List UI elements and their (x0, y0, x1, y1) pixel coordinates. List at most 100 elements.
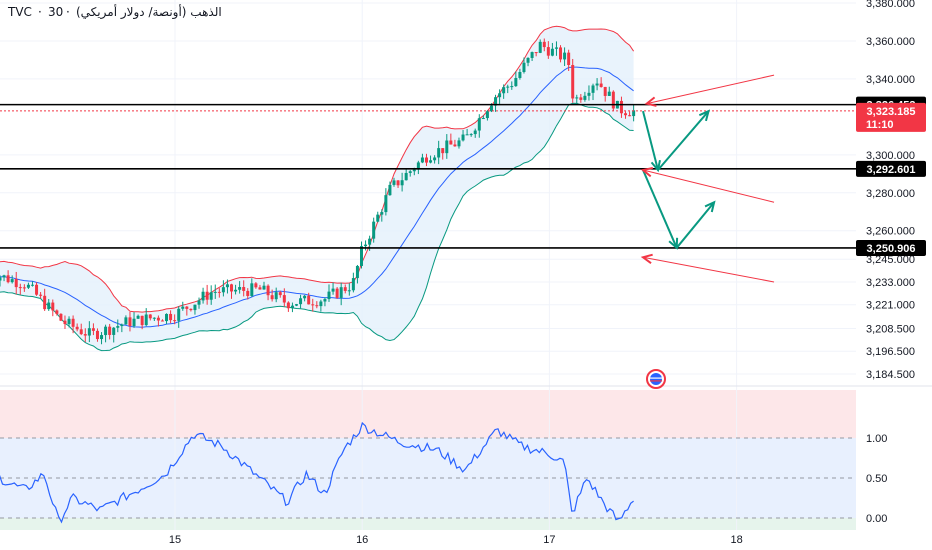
candle-body (571, 65, 575, 99)
y-tick-label: 3,221.000 (866, 300, 915, 312)
candle-body (169, 313, 173, 321)
candle-body (124, 317, 128, 325)
candle-body (75, 326, 79, 330)
level-badge-label: 3,250.906 (867, 243, 916, 255)
candle-body (144, 314, 148, 326)
level-badge-label: 3,292.601 (867, 164, 916, 176)
candle-body (583, 95, 587, 100)
candle-body (14, 279, 18, 288)
projection-path-1 (642, 110, 659, 171)
oscillator-zones (0, 390, 856, 530)
candle-body (526, 57, 530, 63)
candle-body (181, 306, 185, 309)
candle-body (136, 315, 140, 319)
candle-body (372, 221, 376, 239)
candle-body (148, 314, 152, 319)
candle-body (607, 91, 611, 96)
candle-body (67, 318, 71, 325)
candle-body (51, 302, 55, 311)
candle-body (26, 284, 30, 288)
chart-header: TVC · 30 · الذهب (أونصة/ دولار أمريكي) (7, 4, 222, 20)
candle-body (132, 318, 136, 327)
oscillator-tick-label: 1.00 (866, 433, 887, 445)
candle-body (429, 160, 433, 163)
candle-body (392, 180, 396, 185)
oscillator-pane (0, 421, 634, 524)
pointer-arrow (642, 169, 775, 203)
candle-body (217, 291, 221, 293)
candle-body (506, 86, 510, 88)
candle-body (319, 301, 323, 307)
x-tick-label: 18 (730, 534, 742, 546)
candle-body (234, 289, 238, 292)
candle-body (424, 157, 428, 163)
projection-path-1 (657, 110, 710, 171)
candle-body (100, 335, 104, 340)
candle-body (104, 326, 108, 336)
candle-body (579, 97, 583, 100)
candle-body (156, 317, 160, 321)
candle-body (469, 134, 473, 136)
projection-path-2 (675, 201, 715, 249)
candle-body (347, 290, 351, 292)
candle-body (205, 291, 209, 300)
pointer-arrowhead (640, 253, 653, 265)
candle-body (30, 284, 34, 286)
candle-body (489, 105, 493, 112)
pointer-arrowhead (644, 96, 657, 107)
flag-icon[interactable] (646, 369, 666, 389)
candle-body (514, 77, 518, 87)
candle-body (420, 157, 424, 163)
candle-body (339, 287, 343, 298)
separator-dot-2: · (66, 5, 70, 19)
bollinger-upper-line (0, 25, 635, 313)
candle-body (453, 144, 457, 147)
candle-body (311, 304, 315, 306)
candle-body (457, 140, 461, 147)
candle-body (266, 285, 270, 296)
level-badge (856, 160, 926, 177)
candle-body (628, 115, 632, 117)
candle-body (87, 328, 91, 336)
bollinger-basis-line (0, 66, 634, 328)
candle-body (461, 134, 465, 141)
candle-body (63, 320, 67, 325)
candle-body (47, 302, 51, 310)
candle-body (465, 134, 469, 136)
candle-body (108, 326, 112, 335)
oscillator-tick-label: 0.00 (866, 513, 887, 525)
bollinger-lower-line (0, 102, 634, 352)
candle-body (43, 295, 47, 310)
candle-body (335, 288, 339, 298)
candle-body (494, 97, 498, 106)
candle-body (554, 47, 558, 49)
candle-body (160, 320, 164, 322)
candle-body (587, 92, 591, 96)
candle-body (197, 300, 201, 305)
candle-body (534, 52, 538, 54)
candle-body (286, 302, 290, 309)
candle-body (278, 292, 282, 296)
candle-body (189, 308, 193, 311)
y-tick-label: 3,245.000 (866, 254, 915, 266)
pointer-arrow (642, 256, 775, 283)
candle-body (55, 310, 59, 314)
bollinger-fill (0, 26, 634, 351)
candle-body (152, 317, 156, 319)
separator-dot: · (38, 5, 42, 19)
y-tick-label: 3,380.000 (866, 0, 915, 10)
candle-body (599, 83, 603, 87)
candle-body (433, 157, 437, 161)
candle-body (518, 72, 522, 78)
candle-body (83, 334, 87, 336)
x-tick-label: 17 (543, 534, 555, 546)
candle-body (445, 140, 449, 154)
candle-body (185, 306, 189, 309)
candle-body (343, 287, 347, 291)
candle-body (449, 140, 453, 145)
candle-body (246, 290, 250, 296)
candle-body (258, 287, 262, 290)
candle-body (35, 284, 39, 295)
